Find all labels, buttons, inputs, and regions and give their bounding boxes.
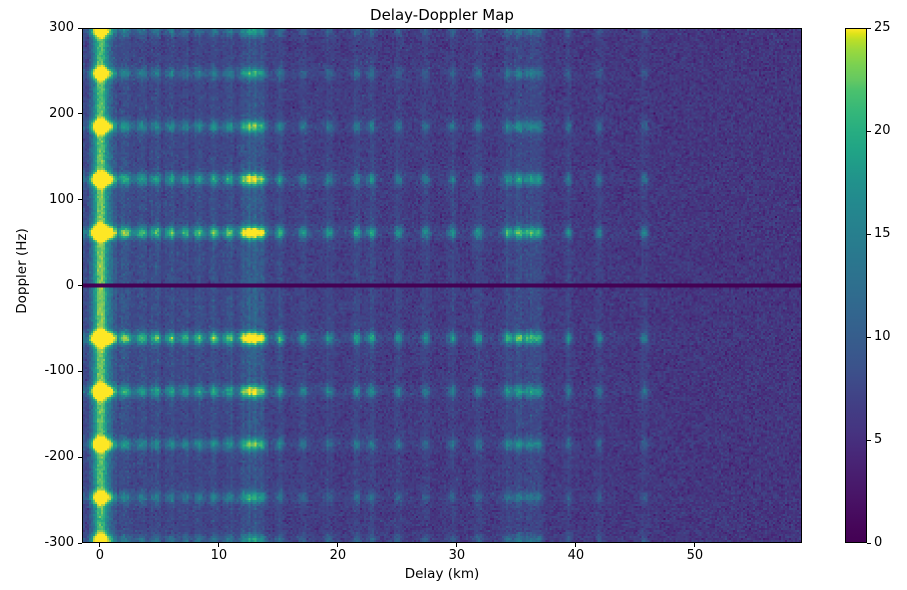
y-tick-mark <box>78 285 82 287</box>
x-tick-mark <box>99 543 101 547</box>
x-tick-label: 20 <box>329 548 347 563</box>
colorbar-tick-mark <box>867 439 871 441</box>
x-tick-mark <box>694 543 696 547</box>
x-tick-label: 30 <box>448 548 466 563</box>
y-tick-mark <box>78 113 82 115</box>
x-tick-label: 10 <box>210 548 228 563</box>
x-tick-mark <box>218 543 220 547</box>
colorbar-gradient <box>846 29 866 542</box>
y-tick-label: -200 <box>44 449 74 465</box>
x-axis-label: Delay (km) <box>404 566 480 582</box>
heatmap-plot-area[interactable] <box>82 28 802 543</box>
x-tick-label: 0 <box>95 548 104 563</box>
delay-doppler-heatmap <box>83 29 801 542</box>
chart-title: Delay-Doppler Map <box>370 6 514 24</box>
y-axis: Doppler (Hz) <box>0 0 74 590</box>
y-tick-mark <box>78 456 82 458</box>
x-tick-mark <box>456 543 458 547</box>
colorbar-tick-mark <box>867 27 871 29</box>
y-tick-mark <box>78 370 82 372</box>
colorbar-tick-mark <box>867 130 871 132</box>
x-tick-label: 40 <box>567 548 585 563</box>
colorbar-tick-label: 25 <box>874 20 891 35</box>
y-tick-label: 300 <box>49 20 74 35</box>
y-tick-label: 200 <box>49 105 74 121</box>
y-tick-mark <box>78 27 82 29</box>
x-tick-label: 50 <box>686 548 704 563</box>
colorbar-tick-mark <box>867 336 871 338</box>
y-tick-mark <box>78 199 82 201</box>
colorbar-tick-mark <box>867 233 871 235</box>
x-tick-mark <box>337 543 339 547</box>
colorbar-tick-label: 15 <box>874 226 891 241</box>
colorbar-tick-label: 20 <box>874 123 891 138</box>
y-tick-label: 100 <box>49 191 74 207</box>
x-tick-mark <box>575 543 577 547</box>
y-tick-mark <box>78 542 82 544</box>
colorbar-tick-label: 0 <box>874 535 883 550</box>
y-tick-label: -100 <box>44 363 74 379</box>
colorbar[interactable] <box>845 28 867 543</box>
colorbar-tick-label: 10 <box>874 329 891 344</box>
y-tick-label: 0 <box>65 277 74 293</box>
y-tick-label: -300 <box>44 535 74 550</box>
colorbar-tick-mark <box>867 542 871 544</box>
colorbar-tick-label: 5 <box>874 432 883 447</box>
